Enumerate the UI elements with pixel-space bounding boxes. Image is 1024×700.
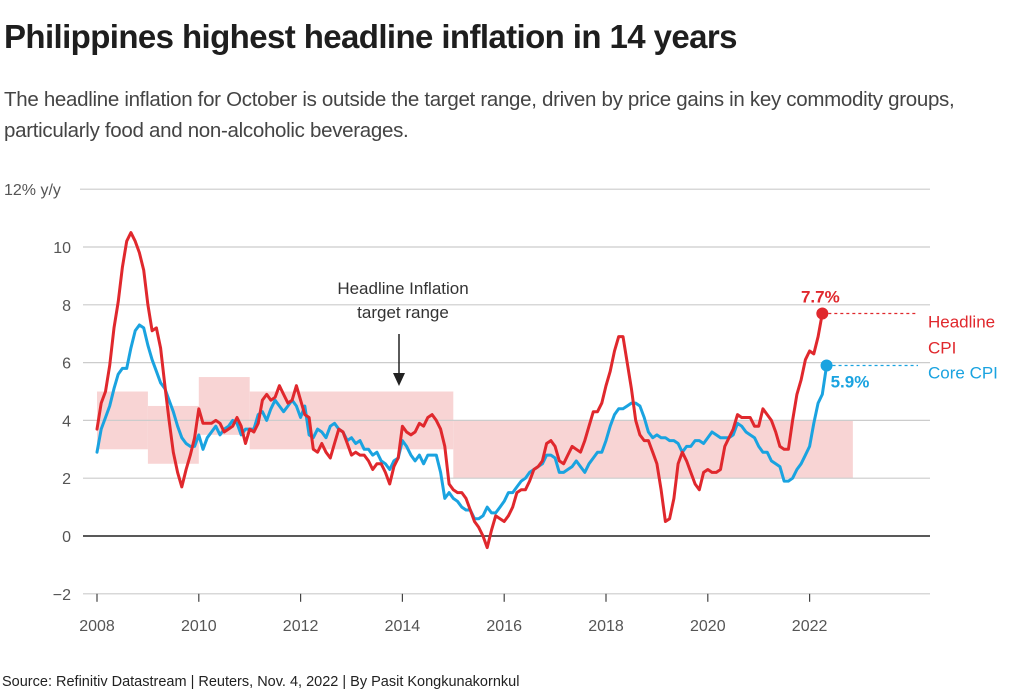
y-tick-label: −2	[53, 587, 71, 604]
x-tick-label: 2018	[588, 618, 624, 635]
x-tick-label: 2016	[486, 618, 522, 635]
y-tick-label: 2	[62, 471, 71, 488]
chart-subtitle: The headline inflation for October is ou…	[4, 88, 955, 142]
core-legend-label: Core CPI	[928, 363, 998, 382]
x-tick-label: 2020	[690, 618, 726, 635]
headline-cpi-line	[95, 231, 824, 550]
headline-legend-label-line-2: CPI	[928, 338, 956, 357]
y-tick-label: 6	[62, 356, 71, 373]
gridlines	[80, 188, 930, 595]
headline-end-value-label: 7.7%	[801, 287, 840, 306]
headline-end-point	[816, 307, 829, 320]
annotation-line-1: Headline Inflation	[337, 279, 468, 298]
core-end-value-label: 5.9%	[831, 372, 870, 391]
series-lines	[95, 231, 829, 550]
y-tick-label: 10	[53, 240, 71, 257]
annotation-arrow-head-icon	[393, 373, 405, 386]
y-tick-label: 0	[62, 529, 71, 546]
x-tick-label: 2010	[181, 618, 217, 635]
y-tick-label: 12% y/y	[4, 182, 61, 199]
target-range-bands	[97, 377, 853, 479]
headline-legend-label: Headline	[928, 312, 995, 331]
x-tick-label: 2008	[79, 618, 115, 635]
source-credit: Source: Refinitiv Datastream | Reuters, …	[2, 674, 520, 690]
series-end-markers: 7.7% Headline CPI 5.9% Core CPI	[801, 287, 998, 391]
annotation-line-2: target range	[357, 303, 449, 322]
y-tick-label: 8	[62, 298, 71, 315]
x-tick-label: 2012	[283, 618, 319, 635]
core-cpi-line	[95, 323, 829, 521]
x-tick-label: 2022	[792, 618, 828, 635]
chart-title: Philippines highest headline inflation i…	[4, 18, 737, 55]
y-tick-label: 4	[62, 413, 71, 430]
core-end-point	[820, 359, 833, 372]
x-axis-ticks: 2008 2010 2012 2014 2016 2018 2020 2022	[79, 593, 828, 635]
x-tick-label: 2014	[385, 618, 421, 635]
y-axis-tick-labels: −2 0 2 4 6 8 10 12% y/y	[4, 182, 71, 604]
target-range-annotation: Headline Inflation target range	[337, 279, 469, 386]
